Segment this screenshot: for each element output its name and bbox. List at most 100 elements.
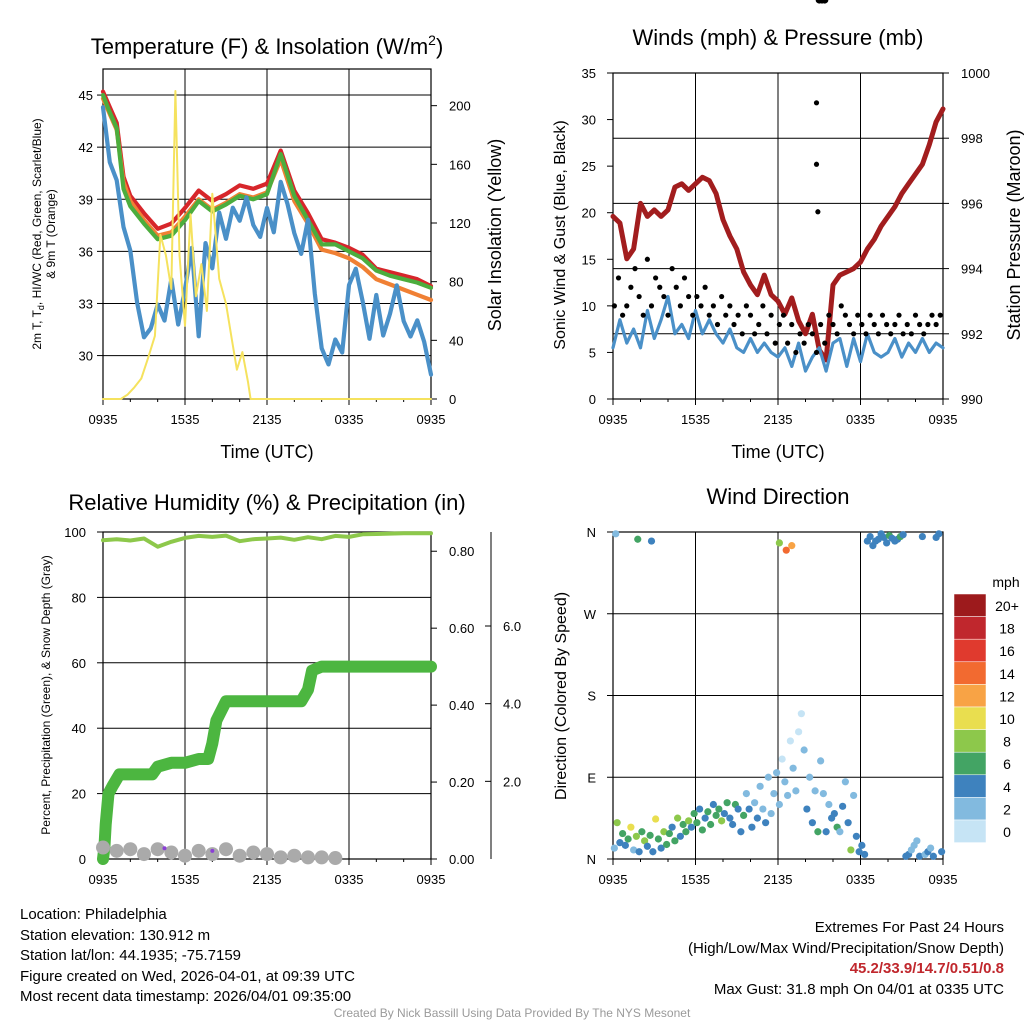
dir-xtick-label: 2135 [764,872,793,887]
dir-point [613,819,621,827]
dir-point [685,817,693,825]
wind-gust-point [731,321,737,328]
hum-snow-point [260,847,274,862]
wind-gust-point [752,331,758,337]
dir-point [841,778,849,786]
wind-gust-point [714,321,721,328]
wind-xtick-label: 2135 [764,412,793,427]
dir-point [690,809,698,818]
temp-y2tick-label: 0 [449,392,456,407]
temp-series-solar-insolation-yellow- [102,90,432,400]
wind-gust-point [756,321,762,328]
wind-ytick-label: 10 [582,299,596,314]
hum-xtick-label: 2135 [253,872,282,887]
colorbar-swatch [953,684,987,708]
wind-gust-point [904,321,910,328]
hum-y2tick-label: 0.60 [449,621,474,636]
hum-marker [162,846,167,851]
wind-gust-point [628,284,634,290]
temp-series-hi-wc-green- [100,92,434,290]
dir-point [652,815,660,823]
hum-ytick-label: 20 [72,787,86,802]
dir-point [745,805,753,813]
dir-point [709,800,717,809]
dir-point [641,837,649,845]
dir-point [693,819,701,827]
wind-plot-area: 0935 1535 2135 0335 093505101520253035990992… [582,66,990,427]
wind-gust-point [665,312,671,318]
wind-gust-point [813,100,820,106]
temp-series-td-blue- [100,105,434,377]
dir-point [803,805,811,813]
dir-point [712,811,720,820]
dir-point [751,799,759,807]
hum-snow-point [96,840,110,855]
colorbar-swatch [953,751,987,776]
dir-point [753,814,761,822]
temperature-title: Temperature (F) & Insolation (W/m2) [91,32,444,59]
wind-gust-point [789,321,795,328]
wind-gust-point [797,331,803,337]
dir-point [654,835,662,843]
hum-ytick-label: 0 [79,852,86,867]
dir-point [913,837,921,845]
dir-point [918,532,926,541]
colorbar-swatch [953,729,987,753]
dir-point [788,542,796,550]
dir-point [866,532,874,541]
wind-gust-point [793,349,799,356]
wind-xtick-label: 1535 [681,412,710,427]
colorbar-label: 14 [999,666,1015,682]
colorbar-label: 12 [999,688,1015,704]
hum-ytick-label: 100 [64,525,86,540]
dir-point [789,764,797,772]
temp-xtick-label: 0935 [417,412,446,427]
hum-snow-point [191,843,206,858]
station-latlon: Station lat/lon: 44.1935; -75.7159 [20,947,242,964]
wind-gust-point [859,321,865,328]
wind-gust-point [813,161,820,167]
dir-point [621,841,629,849]
direction-ylabel-left: Direction (Colored By Speed) [553,592,570,800]
wind-y2tick-label: 994 [961,262,983,277]
wind-gust-point [921,331,927,337]
dir-point [624,835,632,843]
dir-point [784,791,792,800]
temperature-ylabel-right: Solar Insolation (Yellow) [485,139,505,331]
dir-ytick-label: W [584,607,597,622]
wind-gust-point [727,303,733,309]
dir-ytick-label: N [587,525,596,540]
dir-point [819,790,827,798]
wind-gust-point [937,312,943,318]
credit-text: Created By Nick Bassill Using Data Provi… [333,1006,691,1020]
hum-y3tick-label: 6.0 [503,619,521,634]
temp-y2tick-label: 80 [449,275,463,290]
wind-gust-point [611,303,617,309]
temp-y2tick-label: 120 [449,216,471,231]
wind-gust-point [702,284,708,290]
dir-point [770,790,778,798]
hum-xtick-label: 0935 [89,872,118,887]
wind-gust-point [813,349,820,356]
wind-gust-point [908,331,914,337]
dir-point [646,831,654,839]
wind-ylabel-right: Station Pressure (Maroon) [1004,129,1024,340]
hum-snow-point [178,848,192,863]
wind-gust-point [747,312,754,318]
wind-gust-point [929,312,935,318]
dir-point [844,819,852,827]
figure-created: Figure created on Wed, 2026-04-01, at 09… [20,967,355,985]
hum-snow-point [164,845,179,860]
dir-point [916,852,924,860]
wind-gust-point [673,284,679,290]
dir-point [674,814,682,822]
wind-ytick-label: 25 [582,159,596,174]
wind-gust-point [917,321,923,328]
dir-xtick-label: 0935 [929,872,958,887]
wind-gust-point [640,312,646,318]
max-gust: Max Gust: 31.8 mph On 04/01 at 0335 UTC [713,980,1004,998]
wind-gust-point [875,331,881,337]
temp-ytick-label: 30 [79,349,93,364]
dir-ytick-label: S [587,689,596,704]
dir-point [822,828,830,836]
